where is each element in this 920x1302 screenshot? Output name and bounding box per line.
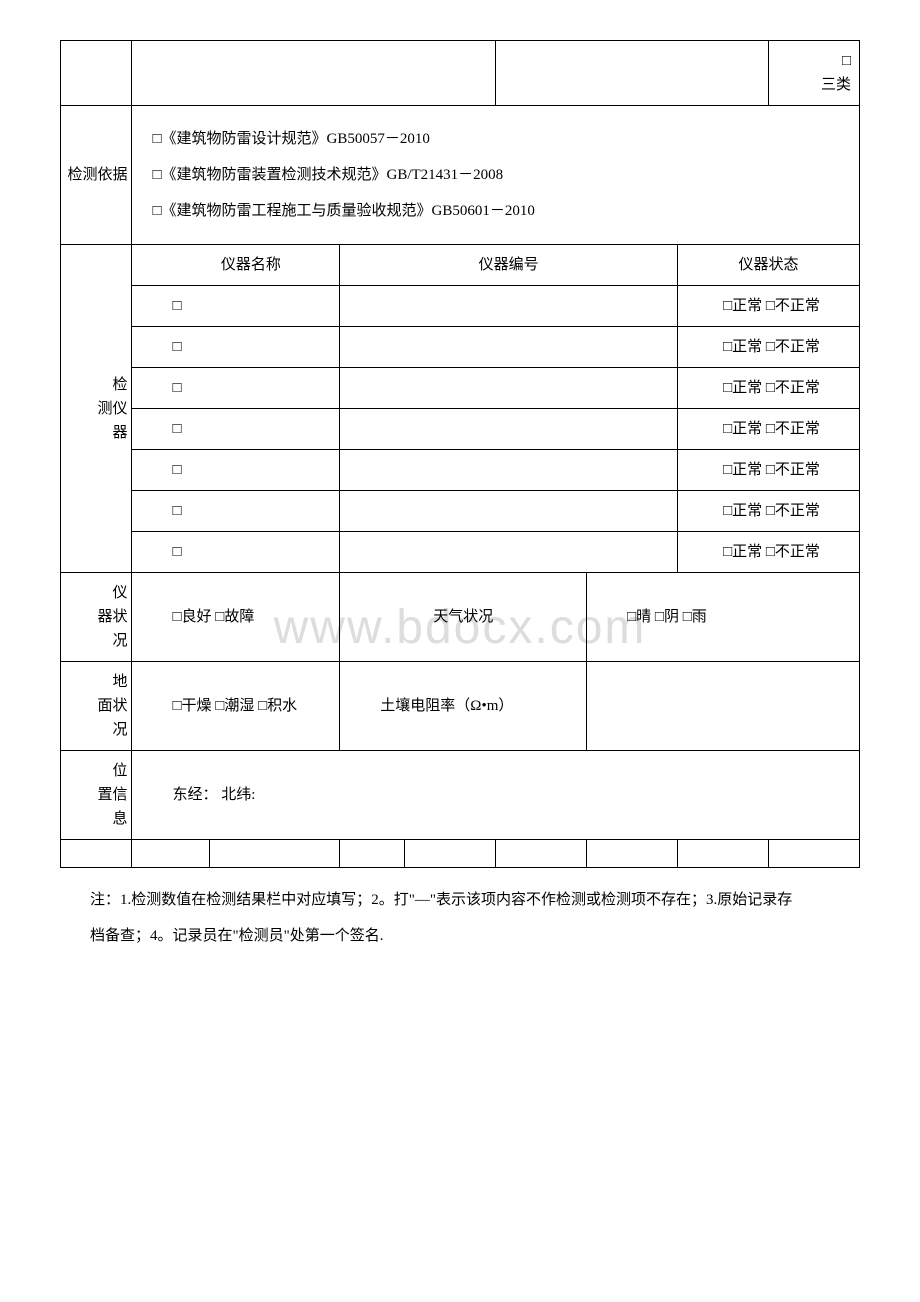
instrument-condition-options: □良好 □故障 (132, 573, 340, 662)
basis-row: 检测依据 □《建筑物防雷设计规范》GB50057－2010 □《建筑物防雷装置检… (61, 106, 860, 245)
empty-cell-5 (496, 840, 587, 868)
instrument-number-0 (340, 286, 678, 327)
instrument-number-header: 仪器编号 (340, 245, 678, 286)
empty-cell-0 (61, 840, 132, 868)
basis-label-text: 检测依据 (67, 163, 127, 187)
instrument-number-3 (340, 409, 678, 450)
instrument-name-2: □ (132, 368, 340, 409)
resistivity-value (587, 662, 860, 751)
location-info-label: 位置信息 (61, 751, 132, 840)
instrument-row-1: □ □正常 □不正常 (61, 327, 860, 368)
instrument-name-5: □ (132, 491, 340, 532)
instrument-state-0: □正常 □不正常 (678, 286, 860, 327)
instrument-state-1: □正常 □不正常 (678, 327, 860, 368)
instrument-row-4: □ □正常 □不正常 (61, 450, 860, 491)
instrument-number-1 (340, 327, 678, 368)
empty-cell-7 (678, 840, 769, 868)
notes-line-1: 注：1.检测数值在检测结果栏中对应填写；2。打"—"表示该项内容不作检测或检测项… (60, 888, 860, 912)
instrument-state-5: □正常 □不正常 (678, 491, 860, 532)
notes-section: 注：1.检测数值在检测结果栏中对应填写；2。打"—"表示该项内容不作检测或检测项… (60, 888, 860, 948)
empty-row (61, 840, 860, 868)
empty-cell-8 (769, 840, 860, 868)
empty-cell-6 (587, 840, 678, 868)
instrument-state-6: □正常 □不正常 (678, 532, 860, 573)
category-empty-2 (496, 41, 769, 106)
instrument-number-6 (340, 532, 678, 573)
instrument-row-0: □ □正常 □不正常 (61, 286, 860, 327)
instrument-header-row: 检测仪器 仪器名称 仪器编号 仪器状态 (61, 245, 860, 286)
resistivity-label: 土壤电阻率（Ω•m） (340, 662, 587, 751)
category-value-cell: □ 三类 (769, 41, 860, 106)
instrument-name-4: □ (132, 450, 340, 491)
ground-condition-options: □干燥 □潮湿 □积水 (132, 662, 340, 751)
basis-item-2: □《建筑物防雷工程施工与质量验收规范》GB50601－2010 (152, 193, 839, 229)
instrument-state-3: □正常 □不正常 (678, 409, 860, 450)
instrument-name-6: □ (132, 532, 340, 573)
basis-item-1: □《建筑物防雷装置检测技术规范》GB/T21431－2008 (152, 157, 839, 193)
instruments-label: 检测仪器 (61, 245, 132, 573)
empty-cell-2 (210, 840, 340, 868)
document-container: www.bdocx.com □ 三类 检测依据 □《建筑物防雷设计规范》GB50… (60, 40, 860, 948)
location-info-row: 位置信息 东经： 北纬: (61, 751, 860, 840)
instrument-state-header: 仪器状态 (678, 245, 860, 286)
instrument-state-4: □正常 □不正常 (678, 450, 860, 491)
instrument-name-0: □ (132, 286, 340, 327)
empty-cell-1 (132, 840, 210, 868)
category-label-cell (61, 41, 132, 106)
category-row: □ 三类 (61, 41, 860, 106)
basis-label: 检测依据 (61, 106, 132, 245)
instrument-row-3: □ □正常 □不正常 (61, 409, 860, 450)
notes-line-2: 档备查；4。记录员在"检测员"处第一个签名. (60, 924, 860, 948)
weather-label: 天气状况 (340, 573, 587, 662)
instrument-number-4 (340, 450, 678, 491)
weather-options: □晴 □阴 □雨 (587, 573, 860, 662)
instrument-row-2: □ □正常 □不正常 (61, 368, 860, 409)
basis-item-0: □《建筑物防雷设计规范》GB50057－2010 (152, 121, 839, 157)
instrument-number-5 (340, 491, 678, 532)
category-empty-1 (132, 41, 496, 106)
instrument-row-5: □ □正常 □不正常 (61, 491, 860, 532)
instrument-name-3: □ (132, 409, 340, 450)
instrument-condition-label: 仪器状况 (61, 573, 132, 662)
instrument-name-1: □ (132, 327, 340, 368)
empty-cell-3 (340, 840, 405, 868)
instrument-number-2 (340, 368, 678, 409)
instrument-state-2: □正常 □不正常 (678, 368, 860, 409)
location-info-value: 东经： 北纬: (132, 751, 860, 840)
instrument-condition-row: 仪器状况 □良好 □故障 天气状况 □晴 □阴 □雨 (61, 573, 860, 662)
instrument-row-6: □ □正常 □不正常 (61, 532, 860, 573)
ground-condition-row: 地面状况 □干燥 □潮湿 □积水 土壤电阻率（Ω•m） (61, 662, 860, 751)
category-label: 三类 (821, 77, 851, 93)
ground-condition-label: 地面状况 (61, 662, 132, 751)
main-table: □ 三类 检测依据 □《建筑物防雷设计规范》GB50057－2010 □《建筑物… (60, 40, 860, 868)
instrument-name-header: 仪器名称 (132, 245, 340, 286)
empty-cell-4 (405, 840, 496, 868)
basis-content: □《建筑物防雷设计规范》GB50057－2010 □《建筑物防雷装置检测技术规范… (132, 106, 860, 245)
category-checkbox: □ (842, 52, 851, 69)
